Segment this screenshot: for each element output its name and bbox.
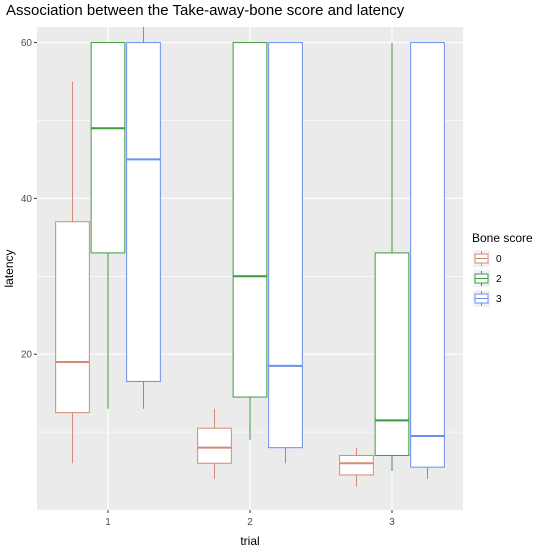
box-iqr (268, 42, 303, 449)
chart-title: Association between the Take-away-bone s… (6, 2, 405, 19)
legend-item-3: 3 (473, 290, 502, 307)
legend-title: Bone score (472, 231, 533, 245)
y-tick-label: 60 (21, 38, 33, 49)
x-axis-title: trial (240, 534, 259, 548)
box-3-trial-2 (268, 42, 303, 464)
box-iqr (197, 427, 232, 464)
legend: Bone score 0 2 3 (472, 231, 533, 307)
axes: 20 40 60 1 2 3 (21, 38, 395, 528)
legend-label: 0 (496, 254, 502, 265)
box-layer (55, 27, 445, 487)
box-3-trial-1 (126, 27, 161, 409)
legend-label: 2 (496, 274, 502, 285)
box-2-trial-2 (232, 42, 268, 440)
x-tick-label: 1 (105, 517, 111, 528)
y-tick-label: 40 (21, 194, 33, 205)
box-2-trial-3 (374, 42, 410, 472)
box-iqr (90, 42, 126, 254)
box-iqr (374, 252, 410, 456)
box-0-trial-1 (55, 81, 90, 464)
box-iqr (232, 42, 268, 398)
box-iqr (339, 454, 374, 476)
legend-label: 3 (496, 294, 502, 305)
box-iqr (410, 42, 445, 468)
box-3-trial-3 (410, 42, 445, 479)
x-tick-label: 2 (247, 517, 253, 528)
box-0-trial-3 (339, 447, 374, 487)
box-0-trial-2 (197, 408, 232, 479)
box-2-trial-1 (90, 42, 126, 409)
box-iqr (126, 42, 161, 382)
x-tick-label: 3 (389, 517, 395, 528)
y-tick-label: 20 (21, 350, 33, 361)
y-axis-title: latency (2, 249, 16, 287)
legend-item-2: 2 (473, 270, 502, 287)
legend-item-0: 0 (473, 250, 502, 267)
box-iqr (55, 221, 90, 414)
